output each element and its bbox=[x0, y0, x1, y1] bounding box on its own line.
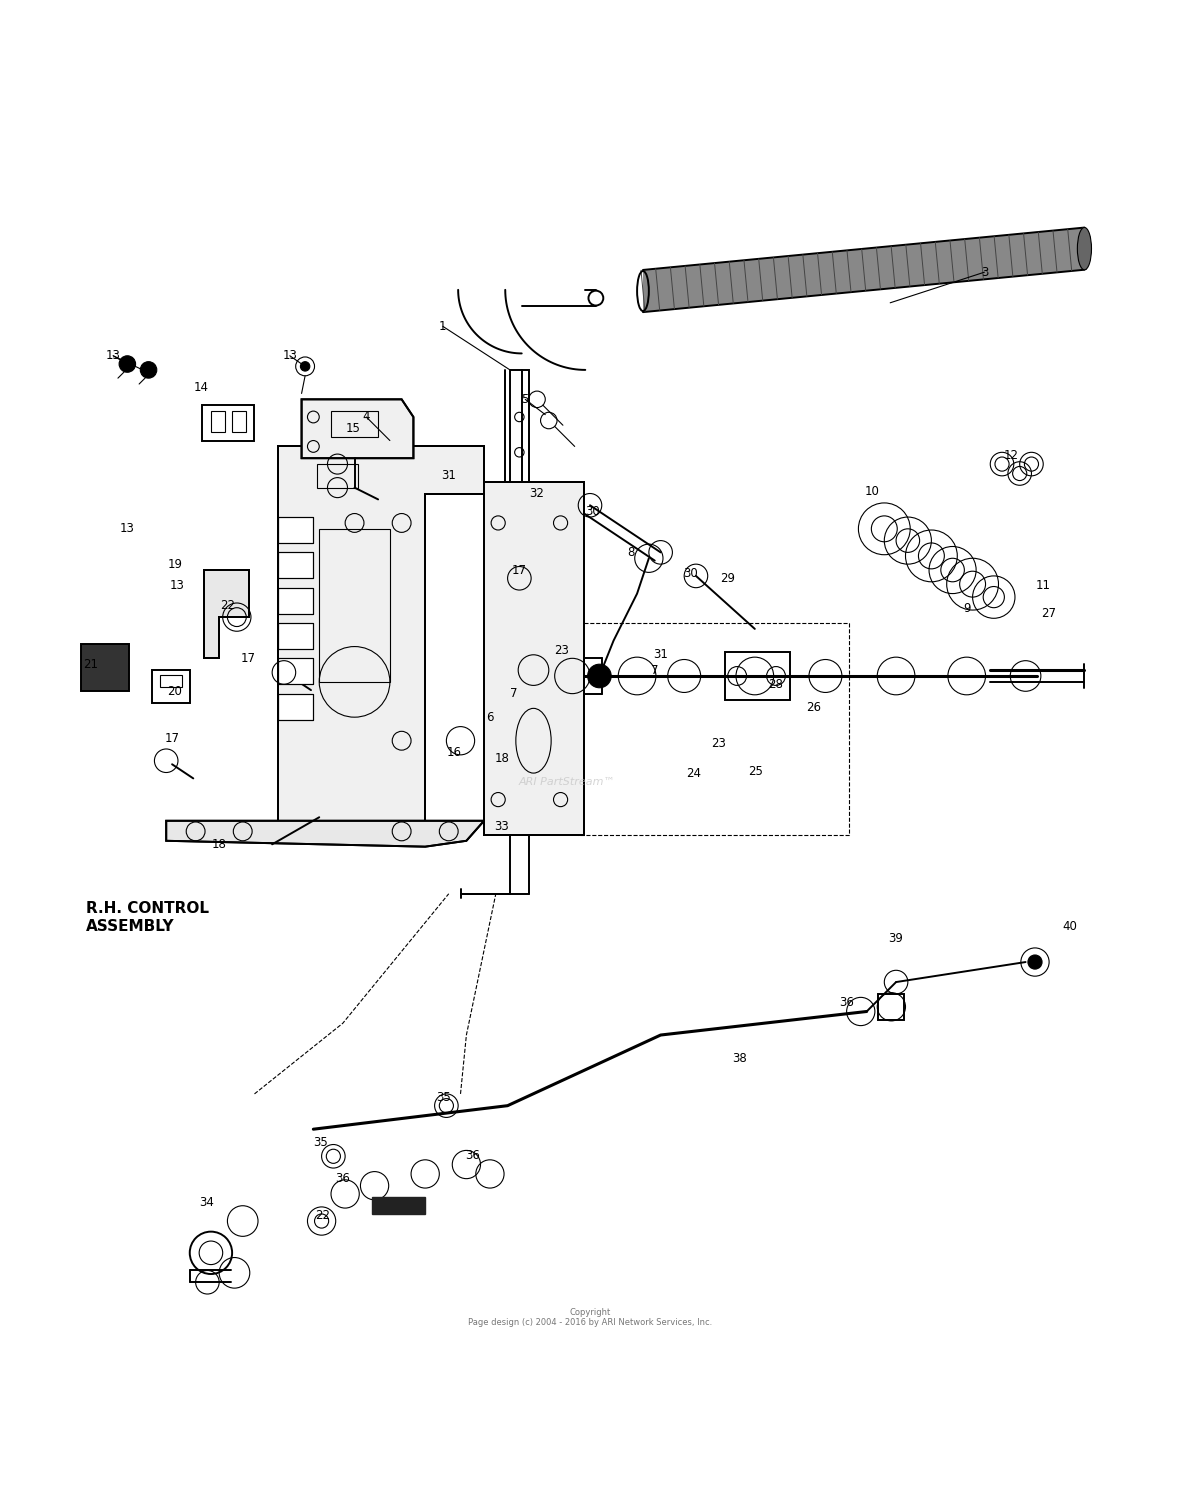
Bar bbox=[317, 464, 358, 488]
Text: 31: 31 bbox=[441, 470, 457, 483]
Text: 36: 36 bbox=[335, 1172, 350, 1184]
Text: 31: 31 bbox=[654, 649, 668, 661]
Text: 34: 34 bbox=[198, 1195, 214, 1209]
Text: 35: 35 bbox=[313, 1136, 328, 1148]
Bar bbox=[320, 528, 389, 682]
Text: 1: 1 bbox=[439, 321, 446, 333]
Text: 28: 28 bbox=[768, 677, 784, 691]
Bar bbox=[202, 405, 255, 441]
Polygon shape bbox=[204, 570, 249, 658]
Text: 18: 18 bbox=[494, 752, 509, 765]
Text: 30: 30 bbox=[585, 504, 599, 518]
Text: 36: 36 bbox=[839, 996, 854, 1008]
Text: 17: 17 bbox=[512, 563, 526, 576]
Text: 39: 39 bbox=[889, 932, 904, 945]
Text: Copyright
Page design (c) 2004 - 2016 by ARI Network Services, Inc.: Copyright Page design (c) 2004 - 2016 by… bbox=[468, 1308, 712, 1327]
Text: 11: 11 bbox=[1036, 579, 1050, 591]
Polygon shape bbox=[278, 587, 314, 614]
Polygon shape bbox=[166, 820, 484, 847]
Bar bbox=[152, 670, 190, 703]
Bar bbox=[726, 653, 791, 700]
Text: 3: 3 bbox=[981, 266, 988, 278]
Text: 20: 20 bbox=[168, 685, 182, 698]
Text: 13: 13 bbox=[170, 579, 184, 591]
Text: 30: 30 bbox=[683, 567, 697, 579]
Text: 7: 7 bbox=[510, 688, 517, 700]
Text: 25: 25 bbox=[748, 765, 763, 778]
Circle shape bbox=[140, 361, 157, 378]
Text: 33: 33 bbox=[494, 820, 509, 834]
Text: 16: 16 bbox=[447, 746, 463, 759]
Text: 18: 18 bbox=[211, 838, 227, 850]
Text: 36: 36 bbox=[465, 1148, 480, 1162]
Text: 13: 13 bbox=[120, 522, 135, 536]
Text: 23: 23 bbox=[710, 736, 726, 749]
Bar bbox=[510, 370, 529, 805]
Text: 9: 9 bbox=[963, 602, 970, 616]
Circle shape bbox=[301, 361, 310, 372]
Bar bbox=[372, 1198, 425, 1215]
Text: 21: 21 bbox=[84, 658, 98, 671]
Text: 37: 37 bbox=[394, 1195, 409, 1209]
Text: 22: 22 bbox=[315, 1209, 330, 1222]
Ellipse shape bbox=[1077, 227, 1092, 269]
Text: ARI PartStream™: ARI PartStream™ bbox=[518, 777, 615, 787]
Text: 5: 5 bbox=[522, 393, 529, 406]
Text: 17: 17 bbox=[164, 731, 179, 745]
Text: 10: 10 bbox=[865, 485, 880, 498]
Bar bbox=[484, 482, 584, 835]
Text: R.H. CONTROL
ASSEMBLY: R.H. CONTROL ASSEMBLY bbox=[86, 901, 209, 933]
Text: 38: 38 bbox=[732, 1052, 747, 1066]
Polygon shape bbox=[278, 552, 314, 578]
Polygon shape bbox=[81, 644, 129, 691]
Text: 12: 12 bbox=[1004, 450, 1020, 462]
Circle shape bbox=[1028, 956, 1042, 969]
Bar bbox=[160, 674, 182, 686]
Text: 24: 24 bbox=[686, 768, 701, 780]
Text: 23: 23 bbox=[555, 644, 569, 656]
Text: 13: 13 bbox=[106, 349, 120, 363]
Bar bbox=[878, 993, 904, 1020]
Text: 17: 17 bbox=[241, 652, 256, 665]
Polygon shape bbox=[278, 623, 314, 649]
Polygon shape bbox=[278, 694, 314, 719]
Polygon shape bbox=[278, 518, 314, 543]
Bar bbox=[332, 411, 378, 436]
Text: 14: 14 bbox=[194, 381, 209, 394]
Circle shape bbox=[588, 664, 611, 688]
Polygon shape bbox=[278, 658, 314, 685]
Text: 26: 26 bbox=[806, 701, 821, 715]
Text: 29: 29 bbox=[720, 572, 735, 585]
Text: 4: 4 bbox=[362, 411, 371, 423]
Text: 35: 35 bbox=[437, 1091, 452, 1105]
Text: 13: 13 bbox=[282, 349, 297, 363]
Text: 15: 15 bbox=[346, 423, 361, 435]
Polygon shape bbox=[302, 399, 413, 458]
Bar bbox=[484, 482, 584, 835]
Text: 8: 8 bbox=[628, 546, 635, 558]
Polygon shape bbox=[278, 447, 484, 823]
Text: 32: 32 bbox=[530, 488, 544, 500]
Text: 7: 7 bbox=[651, 664, 658, 677]
Text: 40: 40 bbox=[1063, 920, 1077, 933]
Bar bbox=[211, 411, 225, 432]
Text: 19: 19 bbox=[168, 558, 183, 570]
Text: 6: 6 bbox=[486, 710, 493, 724]
Text: 22: 22 bbox=[219, 599, 235, 613]
Bar bbox=[232, 411, 247, 432]
Circle shape bbox=[119, 355, 136, 372]
Text: 27: 27 bbox=[1042, 607, 1056, 620]
Polygon shape bbox=[643, 227, 1084, 312]
